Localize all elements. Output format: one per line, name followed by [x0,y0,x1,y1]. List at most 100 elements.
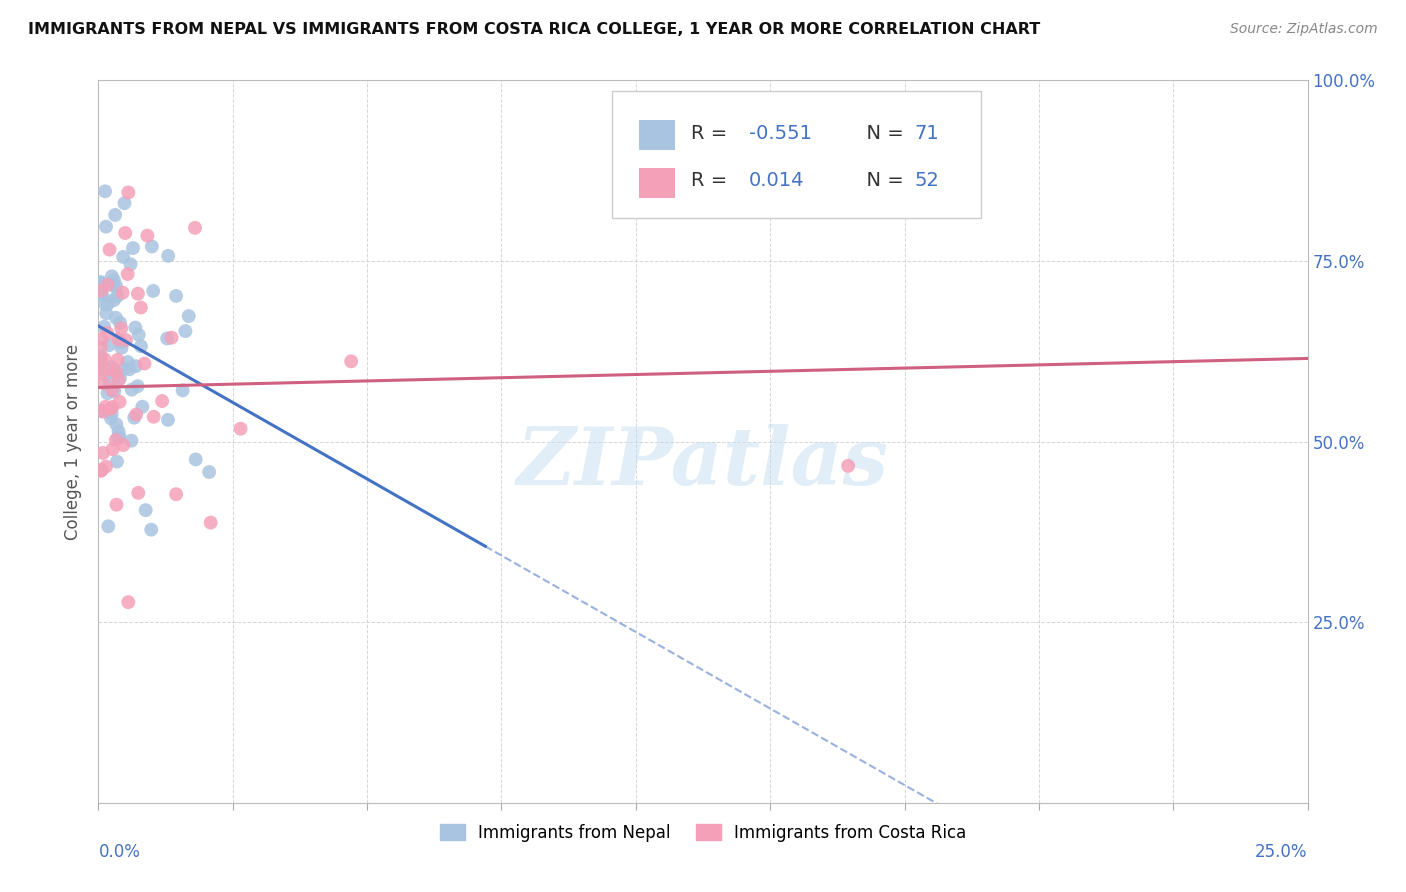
Point [127,379,149,393]
Point [177,309,200,323]
Point [105,417,128,432]
Point [121,383,143,397]
Point [837,458,859,473]
Point [165,487,187,501]
Point [94,184,117,198]
Point [107,368,129,382]
Point [100,407,122,421]
Point [112,250,135,264]
Point [90,362,112,376]
Point [90,349,112,363]
Point [90,284,112,298]
Point [101,269,124,284]
Point [117,186,139,200]
Point [129,301,152,315]
Point [98,374,121,388]
Point [110,335,132,350]
Point [125,359,148,373]
Point [90,277,112,291]
Text: IMMIGRANTS FROM NEPAL VS IMMIGRANTS FROM COSTA RICA COLLEGE, 1 YEAR OR MORE CORR: IMMIGRANTS FROM NEPAL VS IMMIGRANTS FROM… [28,22,1040,37]
Point [129,339,152,353]
Point [115,333,138,347]
FancyBboxPatch shape [638,120,675,151]
Text: 71: 71 [915,123,939,143]
Text: 52: 52 [915,171,939,190]
Point [101,383,124,397]
Point [93,376,115,391]
Point [118,362,141,376]
Point [136,228,159,243]
Point [165,289,187,303]
Point [184,220,207,235]
Point [120,434,142,448]
Point [200,516,222,530]
Point [108,316,131,330]
Point [107,431,129,445]
Point [96,306,118,320]
Point [131,400,153,414]
Point [229,422,252,436]
Point [90,464,112,478]
Point [91,288,114,302]
Point [100,411,122,425]
Point [120,257,142,271]
Point [107,352,129,367]
Text: -0.551: -0.551 [749,123,811,143]
Point [105,367,128,381]
Point [108,394,131,409]
Point [96,326,118,340]
Point [112,438,135,452]
Point [90,367,112,381]
Text: N =: N = [855,123,910,143]
Point [97,519,120,533]
Point [127,286,149,301]
Point [90,353,112,368]
Point [160,331,183,345]
Point [157,249,180,263]
Point [105,454,128,468]
FancyBboxPatch shape [638,168,675,198]
Point [103,367,125,381]
Point [141,523,163,537]
Point [97,297,120,311]
Point [104,433,127,447]
Point [93,319,115,334]
Point [90,332,112,346]
Point [90,463,112,477]
Point [98,243,121,257]
Point [101,360,124,375]
Point [135,503,157,517]
Point [104,365,127,379]
Point [104,278,127,293]
Text: Source: ZipAtlas.com: Source: ZipAtlas.com [1230,22,1378,37]
Point [142,409,165,424]
Point [340,354,363,368]
Point [114,226,136,240]
Point [97,277,120,292]
Point [111,285,134,300]
Point [90,340,112,354]
Point [100,401,122,416]
Point [114,361,136,376]
Point [108,371,131,385]
Point [174,324,197,338]
Text: ZIPatlas: ZIPatlas [517,425,889,502]
Point [93,351,115,366]
Point [90,285,112,300]
Point [90,361,112,376]
Text: N =: N = [855,171,910,190]
Point [110,341,132,355]
FancyBboxPatch shape [613,91,981,218]
Point [122,241,145,255]
Point [91,405,114,419]
Point [103,384,125,399]
Text: 25.0%: 25.0% [1256,843,1308,861]
Point [172,384,194,398]
Point [114,196,136,211]
Point [90,275,112,289]
Point [91,446,114,460]
Point [107,333,129,347]
Text: R =: R = [690,171,734,190]
Point [124,320,146,334]
Y-axis label: College, 1 year or more: College, 1 year or more [65,343,83,540]
